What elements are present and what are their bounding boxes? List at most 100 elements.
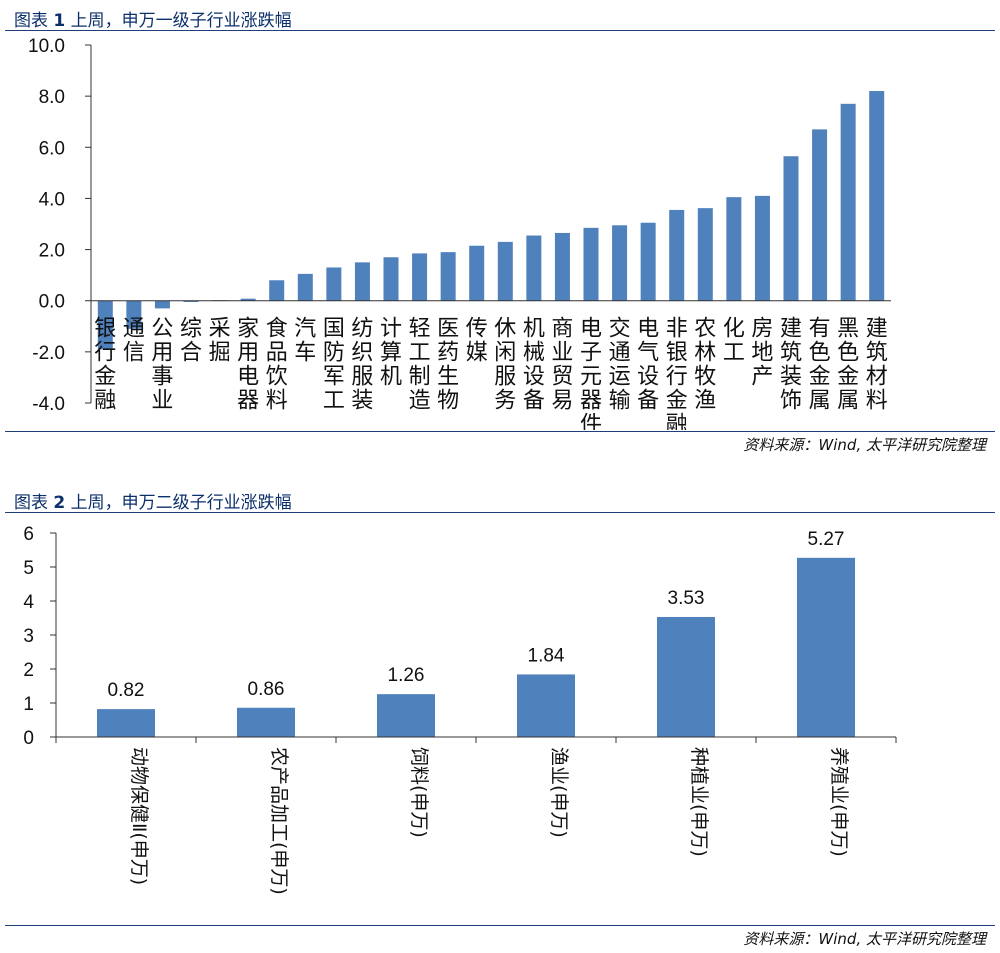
figure1-top-rule: [5, 30, 995, 31]
figure1-title-prefix: 图表: [14, 11, 48, 31]
chart2-y-tick-label: 5: [23, 558, 34, 579]
figure1-title: 图表 1 上周，申万一级子行业涨跌幅: [14, 6, 292, 31]
chart1-bar: [612, 225, 628, 301]
chart1-bar: [154, 300, 170, 309]
chart2-y-tick-label: 2: [23, 660, 34, 681]
chart1-bar: [383, 257, 399, 301]
chart2-category-label: 饲料(申万): [408, 747, 430, 838]
chart1-bar: [240, 298, 256, 301]
chart1-y-tick-label: 4.0: [39, 189, 65, 210]
chart2-category-label: 养殖业(申万): [828, 747, 850, 857]
chart1-category-label: 电子元器件: [580, 317, 602, 430]
chart1-category-label: 化工: [723, 317, 745, 366]
chart1-category-label: 食品饮料: [266, 317, 288, 414]
figure1-title-text: 上周，申万一级子行业涨跌幅: [70, 11, 292, 31]
chart1-category-label: 休闲服务: [494, 317, 516, 414]
chart1-y-tick-label: 8.0: [39, 87, 65, 108]
chart1-category-label: 有色金属: [809, 317, 831, 414]
chart1-bar: [469, 245, 485, 301]
chart1-category-label: 商业贸易: [551, 317, 573, 414]
chart2-bar: [517, 674, 575, 737]
chart1-category-label: 银行金融: [94, 317, 116, 414]
chart2-bar: [97, 709, 155, 737]
chart2-y-tick-label: 1: [23, 694, 34, 715]
chart1-bar: [697, 208, 713, 301]
chart1-bar: [497, 241, 513, 301]
chart1-category-label: 通信: [123, 317, 145, 366]
chart1-category-label: 农林牧渔: [694, 317, 716, 414]
chart1-y-tick-label: 2.0: [39, 241, 65, 262]
chart2-svg: 6 5 4 3 2 1 0 0.82 0.86 1.26 1.84 3.53 5.27 动物保健Ⅱ(申万)…: [23, 524, 897, 895]
figure2-title: 图表 2 上周，申万二级子行业涨跌幅: [14, 488, 292, 513]
chart1-bar: [126, 300, 142, 329]
chart2-data-label: 3.53: [668, 588, 705, 609]
figure1-bottom-rule: [5, 431, 995, 432]
chart1-bar: [297, 273, 313, 301]
chart1-category-label: 医药生物: [437, 317, 459, 414]
chart1-category-label: 电气设备: [637, 317, 659, 414]
figure2-title-number: 2: [53, 493, 66, 513]
chart1-category-label: 传媒: [466, 317, 488, 366]
chart1-bar: [97, 300, 113, 350]
chart1-svg: 10.0 8.0 6.0 4.0 2.0 0.0 -2.0 -4.0 银行金融通信公用事业综合采…: [28, 36, 891, 430]
chart1-bar: [412, 253, 428, 301]
chart1-category-label: 交通运输: [609, 317, 631, 414]
chart1-bar: [640, 222, 656, 301]
chart1-category-label: 汽车: [294, 317, 316, 366]
chart1-bar: [526, 235, 542, 301]
chart1-y-tick-label: 6.0: [39, 138, 65, 159]
chart2-y-tick-label: 4: [23, 592, 34, 613]
chart1-category-label: 纺织服装: [351, 317, 373, 414]
chart1-category-label: 建筑装饰: [780, 317, 802, 414]
chart2-y-tick-label: 6: [23, 524, 34, 545]
chart1-category-label: 计算机: [380, 317, 402, 390]
chart1-bar: [183, 300, 199, 302]
figure2-top-rule: [5, 512, 995, 513]
chart2-bar: [237, 707, 295, 737]
chart1-category-label: 房地产: [751, 317, 773, 390]
chart1-category-label: 采掘: [209, 317, 231, 366]
chart1-category-label: 轻工制造: [409, 317, 431, 414]
chart1-category-label: 公用事业: [151, 317, 173, 414]
chart1-category-label: 建筑材料: [866, 317, 888, 414]
chart1-bar: [840, 103, 856, 301]
chart2-bar: [657, 616, 715, 737]
chart2-y-tick-label: 3: [23, 626, 34, 647]
chart2-data-label: 1.26: [388, 665, 425, 686]
figure1-source: 资料来源：Wind, 太平洋研究院整理: [743, 436, 986, 454]
chart2-bar: [797, 557, 855, 737]
chart2-bar: [377, 694, 435, 737]
chart1-bar: [583, 227, 599, 301]
chart1-category-label: 黑色金属: [837, 317, 859, 414]
chart1-bar: [354, 262, 370, 301]
chart1-bar: [554, 232, 570, 301]
figure2-title-prefix: 图表: [14, 493, 48, 513]
figure2-title-text: 上周，申万二级子行业涨跌幅: [70, 493, 292, 513]
figure2-bottom-rule: [5, 925, 995, 926]
chart1-category-label: 非银行金融: [666, 317, 688, 430]
chart1-category-label: 国防军工: [323, 317, 345, 414]
chart1-category-label: 机械设备: [523, 317, 545, 414]
chart1-bar: [269, 280, 285, 301]
chart1-bar: [812, 129, 828, 301]
chart2-data-label: 5.27: [808, 529, 845, 550]
chart1-bar: [326, 267, 342, 301]
chart2-y-tick-label: 0: [23, 728, 34, 749]
chart1-bar: [726, 197, 742, 301]
chart1-y-tick-label: 0.0: [39, 292, 65, 313]
chart1-y-tick-label: 10.0: [28, 36, 65, 57]
chart1-bar: [783, 156, 799, 301]
chart2-category-label: 种植业(申万): [688, 747, 710, 857]
chart1-bar: [440, 252, 456, 301]
chart2-data-label: 0.82: [108, 680, 145, 701]
figure1-title-number: 1: [53, 11, 66, 31]
chart1-category-label: 综合: [180, 317, 202, 366]
chart1-bar: [669, 209, 685, 301]
chart1-y-tick-label: -4.0: [32, 394, 65, 415]
chart1-bar: [754, 195, 770, 301]
chart1-category-label: 家用电器: [237, 317, 259, 414]
chart2-data-label: 1.84: [528, 645, 565, 666]
chart2-category-label: 动物保健Ⅱ(申万): [128, 747, 150, 885]
chart1-bar: [869, 91, 885, 301]
chart2-data-label: 0.86: [248, 679, 285, 700]
